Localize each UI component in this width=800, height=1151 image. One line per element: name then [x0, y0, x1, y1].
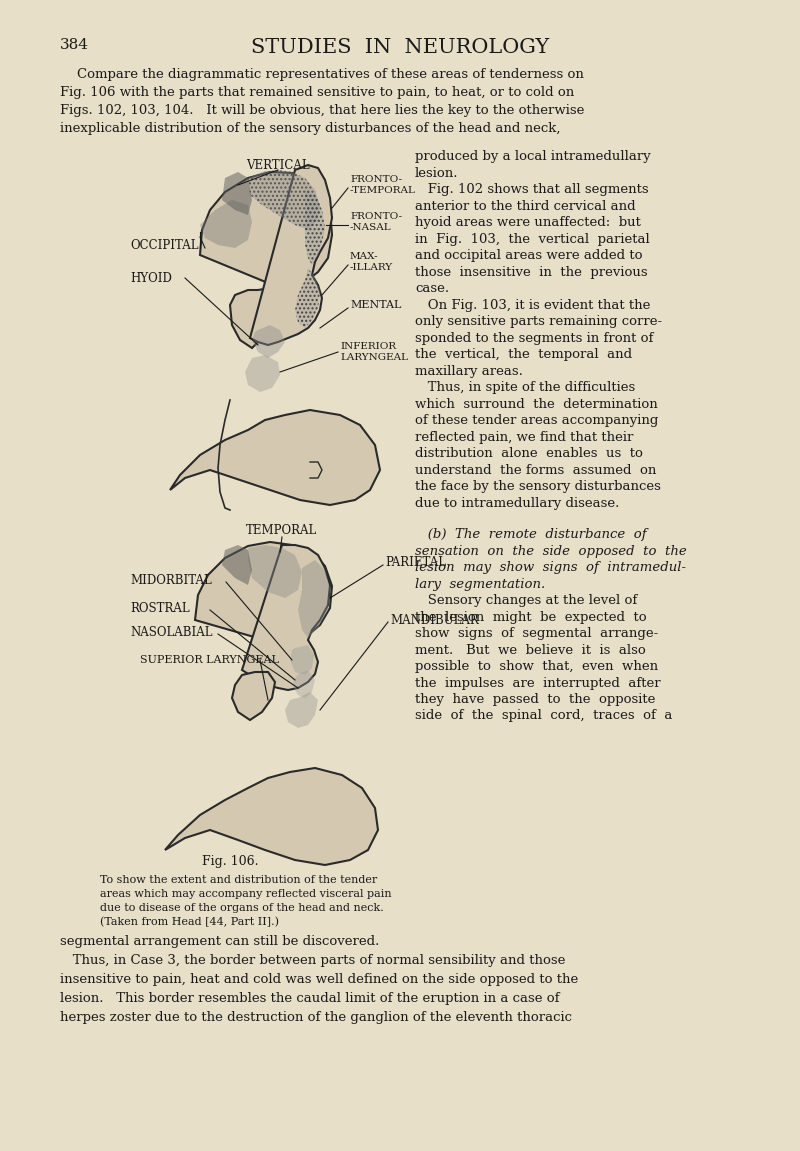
Text: the face by the sensory disturbances: the face by the sensory disturbances [415, 480, 661, 493]
Text: MENTAL: MENTAL [350, 300, 402, 310]
Text: produced by a local intramedullary: produced by a local intramedullary [415, 150, 650, 163]
Text: insensitive to pain, heat and cold was well defined on the side opposed to the: insensitive to pain, heat and cold was w… [60, 973, 578, 986]
Polygon shape [242, 546, 330, 689]
Polygon shape [200, 200, 252, 247]
Text: due to intramedullary disease.: due to intramedullary disease. [415, 496, 619, 510]
Text: segmental arrangement can still be discovered.: segmental arrangement can still be disco… [60, 935, 379, 948]
Text: HYOID: HYOID [130, 272, 172, 284]
Polygon shape [305, 190, 325, 265]
Text: understand  the forms  assumed  on: understand the forms assumed on [415, 464, 656, 477]
Text: distribution  alone  enables  us  to: distribution alone enables us to [415, 447, 643, 460]
Text: anterior to the third cervical and: anterior to the third cervical and [415, 199, 636, 213]
Text: Sensory changes at the level of: Sensory changes at the level of [415, 594, 638, 607]
Text: the  lesion  might  be  expected  to: the lesion might be expected to [415, 610, 646, 624]
Text: sensation  on  the  side  opposed  to  the: sensation on the side opposed to the [415, 544, 686, 557]
Text: FRONTO-
-TEMPORAL: FRONTO- -TEMPORAL [350, 175, 416, 195]
Text: On Fig. 103, it is evident that the: On Fig. 103, it is evident that the [415, 298, 650, 312]
Polygon shape [298, 561, 330, 638]
Text: those  insensitive  in  the  previous: those insensitive in the previous [415, 266, 648, 279]
Text: FRONTO-
-NASAL: FRONTO- -NASAL [350, 212, 402, 231]
Text: areas which may accompany reflected visceral pain: areas which may accompany reflected visc… [100, 889, 392, 899]
Text: Thus, in spite of the difficulties: Thus, in spite of the difficulties [415, 381, 635, 394]
Text: the  vertical,  the  temporal  and: the vertical, the temporal and [415, 348, 632, 361]
Text: ROSTRAL: ROSTRAL [130, 602, 190, 615]
Text: PARIETAL: PARIETAL [385, 556, 446, 569]
Text: side  of  the  spinal  cord,  traces  of  a: side of the spinal cord, traces of a [415, 709, 672, 723]
Polygon shape [232, 672, 275, 721]
Text: lary  segmentation.: lary segmentation. [415, 578, 546, 590]
Text: lesion.   This border resembles the caudal limit of the eruption in a case of: lesion. This border resembles the caudal… [60, 992, 559, 1005]
Text: only sensitive parts remaining corre-: only sensitive parts remaining corre- [415, 315, 662, 328]
Polygon shape [295, 268, 320, 328]
Polygon shape [230, 288, 275, 348]
Text: Fig. 102 shows that all segments: Fig. 102 shows that all segments [415, 183, 649, 196]
Text: STUDIES  IN  NEUROLOGY: STUDIES IN NEUROLOGY [251, 38, 549, 58]
Polygon shape [195, 542, 332, 645]
Text: herpes zoster due to the destruction of the ganglion of the eleventh thoracic: herpes zoster due to the destruction of … [60, 1011, 572, 1024]
Text: sponded to the segments in front of: sponded to the segments in front of [415, 331, 654, 344]
Polygon shape [290, 645, 314, 674]
Text: which  surround  the  determination: which surround the determination [415, 397, 658, 411]
Text: show  signs  of  segmental  arrange-: show signs of segmental arrange- [415, 627, 658, 640]
Polygon shape [245, 355, 280, 392]
Polygon shape [165, 768, 378, 866]
Text: possible  to  show  that,  even  when: possible to show that, even when [415, 660, 658, 673]
Text: due to disease of the organs of the head and neck.: due to disease of the organs of the head… [100, 904, 384, 913]
Text: To show the extent and distribution of the tender: To show the extent and distribution of t… [100, 875, 378, 885]
Text: case.: case. [415, 282, 449, 295]
Text: and occipital areas were added to: and occipital areas were added to [415, 249, 642, 262]
Text: SUPERIOR LARYNGEAL: SUPERIOR LARYNGEAL [140, 655, 279, 665]
Text: MIDORBITAL: MIDORBITAL [130, 573, 212, 587]
Text: in  Fig.  103,  the  vertical  parietal: in Fig. 103, the vertical parietal [415, 233, 650, 245]
Text: TEMPORAL: TEMPORAL [246, 524, 318, 536]
Text: (Taken from Head [44, Part II].): (Taken from Head [44, Part II].) [100, 917, 279, 928]
Text: MANDIBULAR: MANDIBULAR [390, 613, 478, 626]
Polygon shape [252, 325, 285, 358]
Text: INFERIOR
LARYNGEAL: INFERIOR LARYNGEAL [340, 342, 408, 361]
Text: ment.   But  we  believe  it  is  also: ment. But we believe it is also [415, 643, 646, 656]
Text: VERTICAL: VERTICAL [246, 159, 310, 171]
Text: MAX-
-ILLARY: MAX- -ILLARY [350, 252, 393, 272]
Text: they  have  passed  to  the  opposite: they have passed to the opposite [415, 693, 655, 706]
Polygon shape [200, 171, 332, 290]
Polygon shape [248, 546, 302, 599]
Text: reflected pain, we find that their: reflected pain, we find that their [415, 430, 634, 443]
Text: lesion.: lesion. [415, 167, 458, 180]
Text: 384: 384 [60, 38, 89, 52]
Text: lesion  may  show  signs  of  intramedul-: lesion may show signs of intramedul- [415, 561, 686, 574]
Polygon shape [222, 171, 252, 215]
Text: Thus, in Case 3, the border between parts of normal sensibility and those: Thus, in Case 3, the border between part… [60, 954, 566, 967]
Polygon shape [285, 692, 318, 727]
Polygon shape [250, 165, 332, 345]
Text: of these tender areas accompanying: of these tender areas accompanying [415, 414, 658, 427]
Text: (b)  The  remote  disturbance  of: (b) The remote disturbance of [415, 528, 646, 541]
Text: hyoid areas were unaffected:  but: hyoid areas were unaffected: but [415, 216, 641, 229]
Text: Figs. 102, 103, 104.   It will be obvious, that here lies the key to the otherwi: Figs. 102, 103, 104. It will be obvious,… [60, 104, 584, 117]
Text: NASOLABIAL: NASOLABIAL [130, 625, 213, 639]
Text: maxillary areas.: maxillary areas. [415, 365, 523, 378]
Text: Fig. 106 with the parts that remained sensitive to pain, to heat, or to cold on: Fig. 106 with the parts that remained se… [60, 86, 574, 99]
FancyBboxPatch shape [60, 140, 410, 840]
Text: inexplicable distribution of the sensory disturbances of the head and neck,: inexplicable distribution of the sensory… [60, 122, 561, 135]
Polygon shape [170, 410, 380, 505]
Polygon shape [292, 670, 315, 698]
Text: Fig. 106.: Fig. 106. [202, 855, 258, 868]
Text: the  impulses  are  interrupted  after: the impulses are interrupted after [415, 677, 661, 689]
Text: OCCIPITAL: OCCIPITAL [130, 238, 198, 252]
Polygon shape [248, 170, 320, 230]
Polygon shape [222, 546, 252, 585]
Text: Compare the diagrammatic representatives of these areas of tenderness on: Compare the diagrammatic representatives… [60, 68, 584, 81]
